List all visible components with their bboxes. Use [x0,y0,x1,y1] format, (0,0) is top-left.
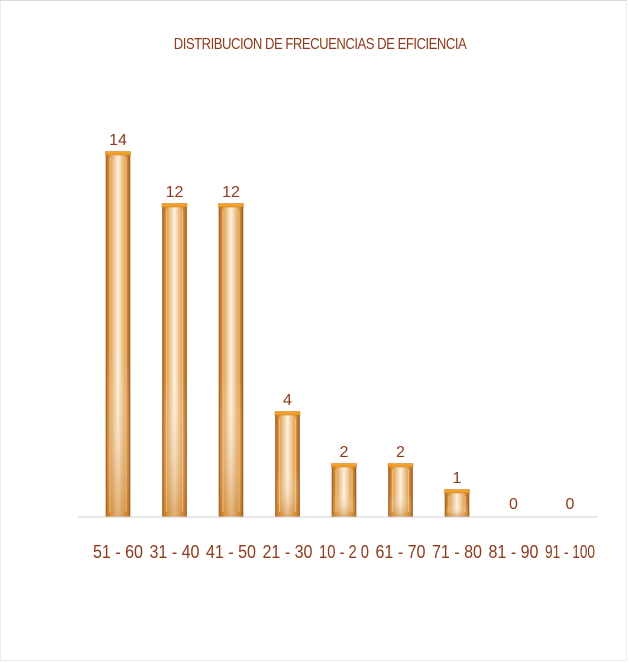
data-label: 4 [283,392,292,409]
data-label: 2 [340,444,349,461]
x-tick-label: 41 - 50 [206,542,256,562]
bar-71-80 [444,489,470,518]
bar-cap [105,151,131,156]
bar-31-40 [161,203,188,518]
data-label: 14 [109,132,127,149]
x-tick-labels: 51 - 60 31 - 40 41 - 50 21 - 30 10 - 2 0 61 -… [93,542,595,562]
bar-shade [333,493,355,517]
bar-shade [276,470,299,517]
bar-shade [389,493,412,517]
chart-title: DISTRIBUCION DE FRECUENCIAS DE EFICIENCI… [173,36,467,53]
x-tick-label: 31 - 40 [150,542,200,562]
bar-21-30 [274,411,301,518]
x-tick-label: 81 - 90 [489,542,539,562]
bar-61-70 [387,463,414,518]
labels-layer: 14 12 12 4 2 2 1 0 0 [109,132,574,513]
data-label: 2 [396,444,405,461]
bars-layer [105,151,470,518]
x-tick-label: 61 - 70 [376,542,426,562]
bar-10-20 [331,463,357,518]
bar-cap [331,463,357,468]
x-tick-label: 51 - 60 [93,542,143,562]
bar-cap [387,463,414,468]
data-label: 12 [222,184,240,201]
bar-cap [218,203,244,208]
x-tick-label: 71 - 80 [432,542,482,562]
data-label: 0 [509,496,518,513]
x-tick-label: 10 - 2 0 [319,542,369,562]
bar-cap [161,203,188,208]
data-label: 0 [566,496,575,513]
bar-cap [274,411,301,416]
x-tick-label: 91 - 100 [545,542,595,562]
bar-shade [220,376,242,517]
bar-shade [107,353,129,517]
bar-shade [446,505,468,517]
bar-shade [163,376,186,517]
x-tick-label: 21 - 30 [263,542,313,562]
bar-cap [444,489,470,494]
data-label: 1 [453,470,462,487]
bar-51-60 [105,151,131,518]
bar-41-50 [218,203,244,518]
data-label: 12 [166,184,184,201]
